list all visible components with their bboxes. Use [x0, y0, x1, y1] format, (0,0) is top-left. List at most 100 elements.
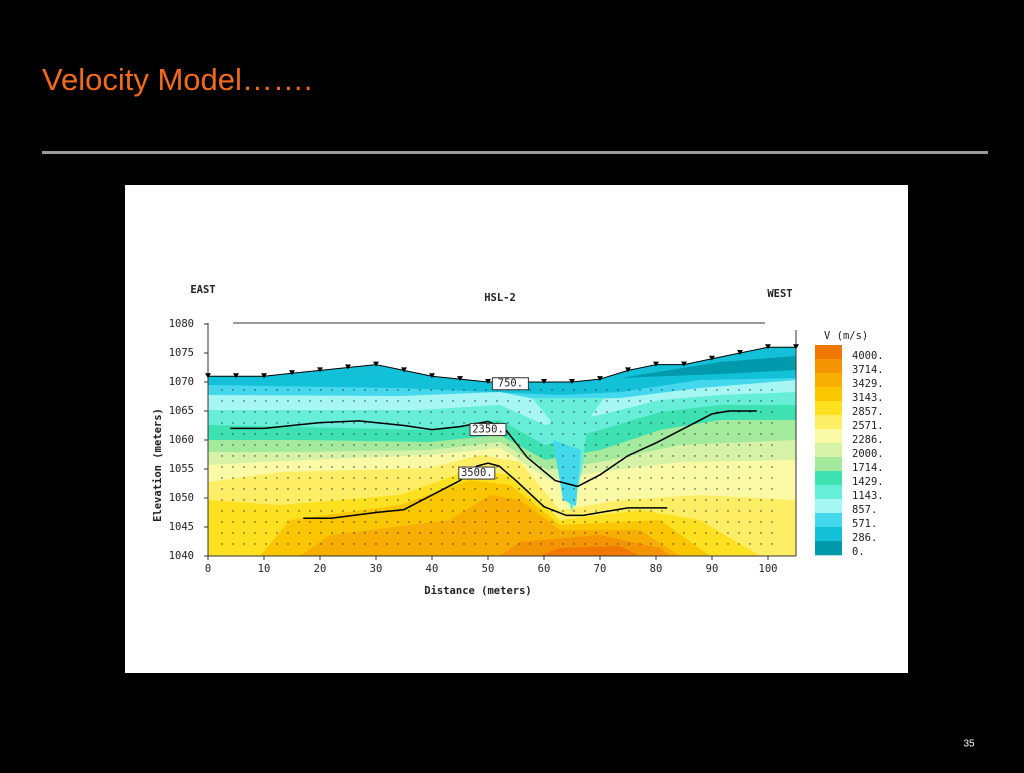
x-tick-label: 100: [759, 563, 778, 575]
grid-dot: [584, 400, 586, 402]
grid-dot: [386, 521, 388, 523]
grid-dot: [408, 444, 410, 446]
grid-dot: [650, 499, 652, 501]
grid-dot: [760, 499, 762, 501]
grid-dot: [386, 400, 388, 402]
grid-dot: [749, 466, 751, 468]
grid-dot: [705, 488, 707, 490]
grid-dot: [342, 521, 344, 523]
band: [620, 356, 796, 378]
receiver: [373, 361, 379, 367]
receiver: [737, 350, 743, 355]
grid-dot: [507, 422, 509, 424]
grid-dot: [683, 532, 685, 534]
grid-dot: [551, 422, 553, 424]
grid-dot: [617, 510, 619, 512]
grid-dot: [650, 543, 652, 545]
grid-dot: [397, 543, 399, 545]
grid-dot: [683, 422, 685, 424]
grid-dot: [584, 532, 586, 534]
contour-label-box: [491, 377, 529, 391]
grid-dot: [221, 455, 223, 457]
grid-dot: [573, 521, 575, 523]
grid-dot: [309, 466, 311, 468]
grid-dot: [265, 521, 267, 523]
receiver: [205, 373, 211, 379]
grid-dot: [276, 510, 278, 512]
grid-dot: [562, 389, 564, 391]
grid-dot: [386, 477, 388, 479]
grid-dot: [408, 488, 410, 490]
grid-dot: [749, 444, 751, 446]
grid-dot: [716, 532, 718, 534]
grid-dot: [661, 532, 663, 534]
grid-dot: [386, 455, 388, 457]
grid-dot: [573, 488, 575, 490]
grid-dot: [276, 444, 278, 446]
y-tick-label: 1060: [169, 434, 194, 446]
grid-dot: [265, 543, 267, 545]
grid-dot: [342, 400, 344, 402]
grid-dot: [287, 499, 289, 501]
grid-dot: [441, 521, 443, 523]
grid-dot: [430, 433, 432, 435]
grid-dot: [628, 488, 630, 490]
grid-dot: [331, 444, 333, 446]
grid-dot: [727, 543, 729, 545]
grid-dot: [254, 499, 256, 501]
grid-dot: [474, 455, 476, 457]
grid-dot: [221, 477, 223, 479]
grid-dot: [221, 488, 223, 490]
grid-dot: [309, 455, 311, 457]
grid-dot: [562, 499, 564, 501]
grid-dot: [265, 499, 267, 501]
grid-dot: [430, 411, 432, 413]
grid-dot: [738, 488, 740, 490]
grid-dot: [287, 422, 289, 424]
receiver: [681, 361, 687, 367]
grid-dot: [683, 444, 685, 446]
grid-dot: [430, 455, 432, 457]
grid-dot: [463, 543, 465, 545]
grid-dot: [243, 532, 245, 534]
grid-dot: [639, 477, 641, 479]
grid-dot: [595, 433, 597, 435]
grid-dot: [573, 411, 575, 413]
grid-dot: [419, 433, 421, 435]
grid-dot: [617, 532, 619, 534]
grid-dot: [353, 532, 355, 534]
grid-dot: [606, 400, 608, 402]
grid-dot: [232, 433, 234, 435]
grid-dot: [419, 389, 421, 391]
grid-dot: [320, 400, 322, 402]
grid-dot: [243, 477, 245, 479]
grid-dot: [705, 433, 707, 435]
grid-dot: [221, 444, 223, 446]
grid-dot: [694, 389, 696, 391]
grid-dot: [287, 543, 289, 545]
y-tick-label: 1055: [169, 463, 194, 475]
grid-dot: [606, 466, 608, 468]
grid-dot: [463, 499, 465, 501]
grid-dot: [463, 510, 465, 512]
grid-dot: [364, 521, 366, 523]
grid-dot: [749, 521, 751, 523]
grid-dot: [529, 510, 531, 512]
grid-dot: [518, 466, 520, 468]
grid-dot: [518, 488, 520, 490]
contour-label-box: [469, 423, 507, 437]
grid-dot: [617, 411, 619, 413]
contour-label: 3500.: [461, 467, 493, 479]
grid-dot: [628, 411, 630, 413]
grid-dot: [232, 477, 234, 479]
grid-dot: [529, 389, 531, 391]
grid-dot: [738, 455, 740, 457]
grid-dot: [375, 521, 377, 523]
grid-dot: [287, 466, 289, 468]
grid-dot: [408, 411, 410, 413]
colorbar-label: 4000.: [852, 350, 884, 362]
receiver: [653, 361, 659, 367]
grid-dot: [650, 521, 652, 523]
grid-dot: [584, 466, 586, 468]
